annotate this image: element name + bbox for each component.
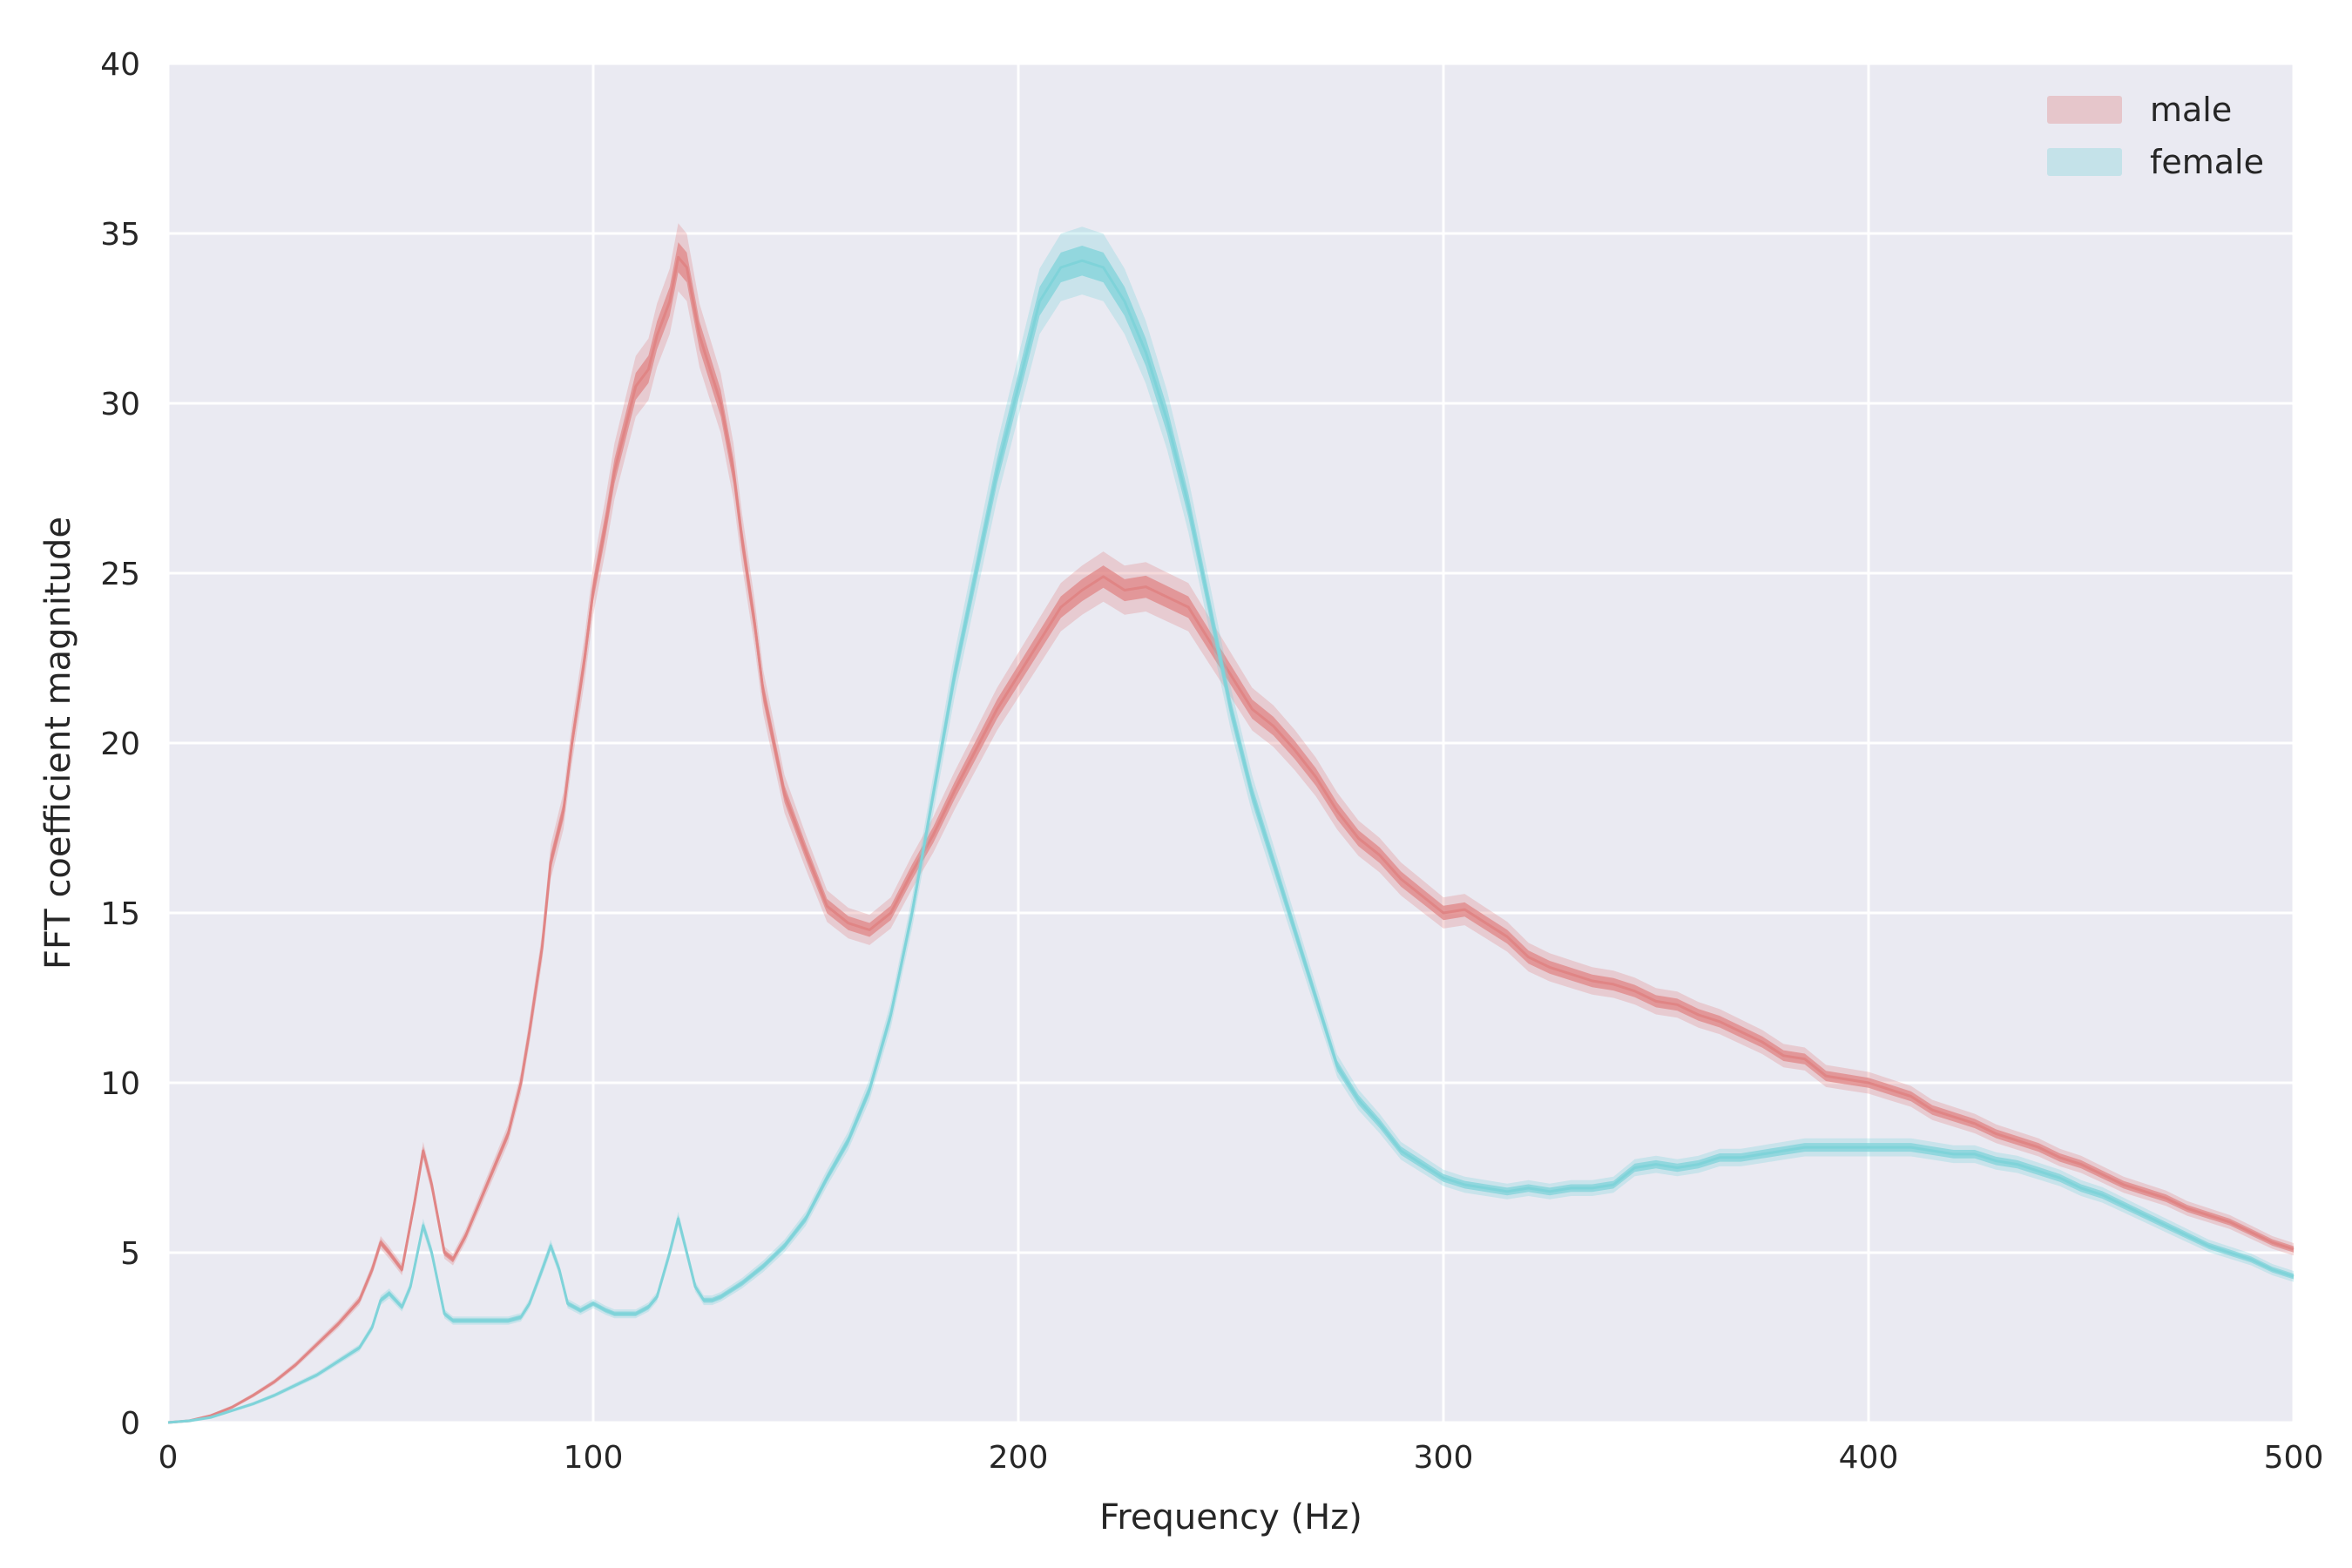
tick-labels: 0 100 200 300 400 500 0 5 10 15 20 25 30 35 40	[100, 47, 2323, 1476]
legend-swatch-female	[2047, 148, 2122, 176]
y-tick-label: 20	[100, 727, 140, 762]
y-tick-label: 30	[100, 387, 140, 422]
legend-label-female: female	[2150, 143, 2264, 181]
y-tick-label: 5	[120, 1236, 140, 1272]
x-tick-label: 300	[1414, 1440, 1474, 1476]
x-tick-label: 500	[2264, 1440, 2324, 1476]
y-tick-label: 0	[120, 1406, 140, 1442]
x-tick-label: 400	[1839, 1440, 1899, 1476]
female-series-line	[167, 259, 2295, 1424]
y-tick-label: 15	[100, 896, 140, 932]
legend-swatch-male	[2047, 96, 2122, 124]
y-tick-label: 35	[100, 217, 140, 253]
x-tick-label: 0	[159, 1440, 179, 1476]
y-tick-label: 25	[100, 557, 140, 592]
legend-label-male: male	[2150, 91, 2232, 129]
legend: male female	[2047, 91, 2264, 181]
y-tick-label: 40	[100, 47, 140, 83]
x-tick-label: 200	[989, 1440, 1049, 1476]
y-axis-label: FFT coefficient magnitude	[38, 517, 78, 970]
x-tick-label: 100	[564, 1440, 624, 1476]
grid	[166, 62, 2295, 1424]
y-tick-label: 10	[100, 1066, 140, 1102]
series-layer	[167, 223, 2295, 1424]
male-series-line	[167, 255, 2295, 1424]
x-axis-label: Frequency (Hz)	[1099, 1497, 1362, 1538]
